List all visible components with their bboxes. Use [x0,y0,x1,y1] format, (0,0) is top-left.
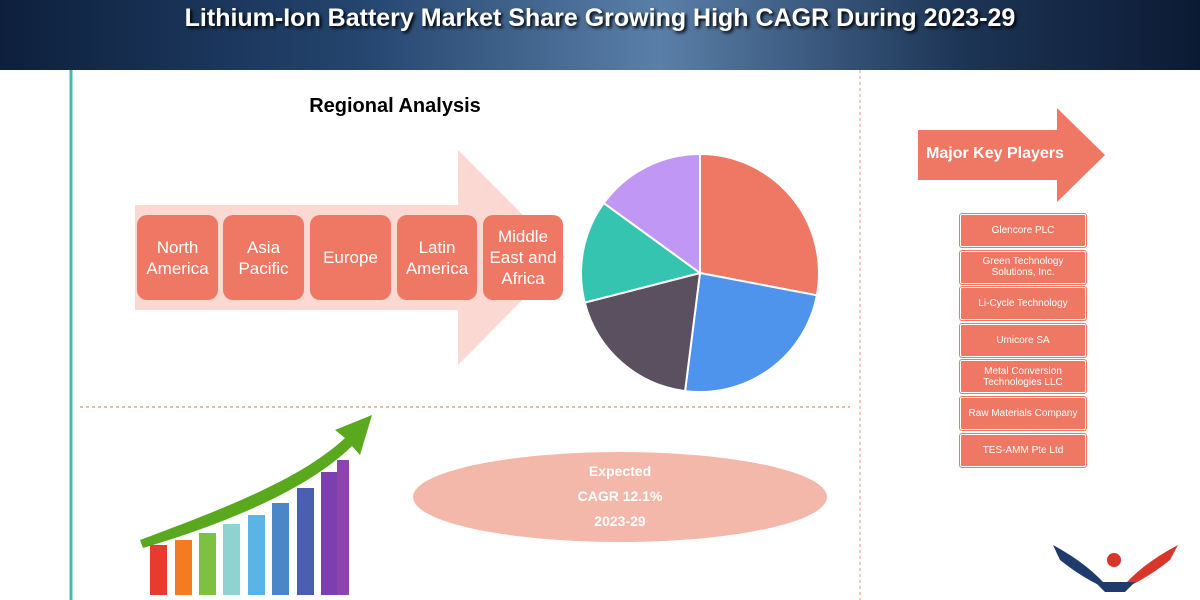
region-box: North America [137,215,218,300]
player-box: Metal Conversion Technologies LLC [960,360,1086,394]
region-box: Middle East and Africa [483,215,563,300]
pie-slice [583,271,702,393]
header-banner: Lithium-Ion Battery Market Share Growing… [0,0,1200,70]
region-box: Asia Pacific [223,215,304,300]
page-title: Lithium-Ion Battery Market Share Growing… [184,4,1016,32]
player-box: Raw Materials Company [960,397,1086,430]
growth-arrow [140,415,372,548]
players-arrow [918,108,1105,202]
player-box: Glencore PLC [960,214,1086,247]
player-box: TES-AMM Pte Ltd [960,433,1086,467]
region-box: Latin America [397,215,477,300]
pie-slice [699,152,820,297]
growth-bars [150,460,349,595]
region-box: Europe [310,215,391,300]
player-box: Umicore SA [960,323,1086,357]
pie-slice [602,152,701,275]
player-box: Green Technology Solutions, Inc. [960,250,1086,284]
player-box: Li-Cycle Technology [960,287,1086,321]
cagr-line: Expected [588,463,652,479]
logo [1053,545,1178,592]
cagr-ellipse [413,452,827,542]
pie-slice [580,201,703,304]
pie-slice [683,271,819,393]
cagr-line: CAGR 12.1% [577,488,663,504]
section-title: Regional Analysis [309,95,481,117]
cagr-line: 2023-29 [594,513,646,529]
players-title: Major Key Players [926,145,1064,162]
